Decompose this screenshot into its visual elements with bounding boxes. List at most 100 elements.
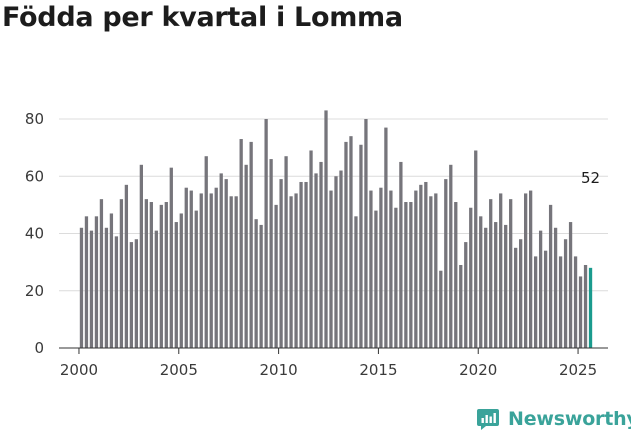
bar bbox=[459, 264, 463, 348]
bar bbox=[583, 264, 588, 348]
bar bbox=[369, 190, 373, 348]
bar bbox=[269, 159, 273, 348]
bar bbox=[474, 150, 478, 348]
bar bbox=[179, 213, 183, 348]
bar bbox=[114, 236, 119, 348]
bar bbox=[409, 202, 413, 348]
bar bbox=[214, 187, 218, 348]
bar bbox=[204, 156, 208, 348]
bar bbox=[134, 239, 139, 348]
bar bbox=[454, 202, 458, 348]
bar bbox=[99, 199, 104, 348]
bar bbox=[419, 184, 423, 348]
bar bbox=[279, 179, 283, 348]
bar bbox=[329, 190, 333, 348]
bar bbox=[284, 156, 288, 348]
bar bbox=[509, 199, 513, 348]
bar bbox=[254, 219, 258, 348]
annotations: 52 bbox=[581, 169, 600, 187]
bar bbox=[144, 199, 148, 348]
bar bbox=[304, 181, 308, 348]
bar bbox=[129, 242, 134, 348]
bar bbox=[528, 190, 533, 348]
bar bbox=[194, 210, 198, 348]
bar bbox=[553, 227, 558, 348]
x-tick-label: 2015 bbox=[359, 361, 397, 379]
bar bbox=[344, 141, 348, 348]
bar bbox=[479, 216, 483, 348]
x-axis-labels: 2000 2005 2010 2015 2020 2025 bbox=[60, 361, 597, 379]
bar bbox=[334, 176, 338, 348]
bar bbox=[494, 222, 498, 348]
bar bbox=[104, 227, 109, 348]
bar bbox=[563, 239, 568, 348]
bar bbox=[389, 190, 393, 348]
bar bbox=[384, 127, 388, 349]
bar bbox=[429, 196, 433, 348]
bar bbox=[444, 179, 448, 348]
bar bbox=[543, 250, 548, 348]
x-axis bbox=[59, 347, 608, 354]
bar bbox=[289, 196, 293, 348]
bar bbox=[119, 199, 124, 348]
bar bbox=[464, 242, 468, 348]
bars bbox=[79, 110, 593, 349]
bar bbox=[489, 199, 493, 348]
bar bbox=[264, 119, 268, 348]
x-tick-label: 2005 bbox=[160, 361, 198, 379]
bar bbox=[354, 216, 358, 348]
bar bbox=[514, 247, 518, 348]
x-tick-label: 2025 bbox=[559, 361, 597, 379]
bar bbox=[124, 184, 129, 348]
bar bbox=[319, 161, 323, 348]
bar bbox=[414, 190, 418, 348]
bar bbox=[379, 187, 383, 348]
bar bbox=[504, 224, 508, 348]
bar bbox=[399, 161, 403, 348]
bar bbox=[519, 239, 523, 348]
bar bbox=[224, 179, 228, 348]
bar bbox=[374, 210, 378, 348]
bar bbox=[434, 193, 438, 348]
bar bbox=[484, 227, 488, 348]
bar bbox=[89, 230, 94, 348]
bar bbox=[199, 193, 203, 348]
bar bbox=[164, 202, 168, 348]
x-tick-label: 2020 bbox=[459, 361, 497, 379]
bar bbox=[324, 110, 328, 348]
newsworthy-logo[interactable]: Newsworthy bbox=[476, 407, 631, 431]
bar bbox=[394, 207, 398, 348]
bar bbox=[573, 256, 578, 348]
bar bbox=[469, 207, 473, 348]
newsworthy-logo-icon bbox=[477, 409, 499, 430]
bar bbox=[209, 193, 213, 348]
bar-chart: 0 20 40 60 80 2000 2005 2010 2015 2020 2025 52 bbox=[25, 110, 608, 379]
bar bbox=[94, 216, 99, 348]
bar bbox=[349, 136, 353, 348]
bar bbox=[249, 141, 253, 348]
bar bbox=[578, 276, 583, 348]
bar bbox=[189, 190, 193, 348]
bar bbox=[339, 170, 343, 348]
bar bbox=[239, 139, 243, 348]
bar bbox=[314, 173, 318, 348]
highlighted-bar bbox=[588, 267, 593, 348]
bar bbox=[154, 230, 158, 348]
bar bbox=[84, 216, 89, 348]
bar bbox=[359, 144, 363, 348]
y-tick-label: 60 bbox=[25, 167, 44, 185]
y-tick-label: 0 bbox=[34, 339, 44, 357]
bar bbox=[159, 204, 163, 348]
bar bbox=[274, 204, 278, 348]
y-tick-label: 20 bbox=[25, 282, 44, 300]
bar bbox=[259, 224, 263, 348]
bar bbox=[533, 256, 538, 348]
x-tick-label: 2010 bbox=[260, 361, 298, 379]
bar bbox=[309, 150, 313, 348]
chart-title: Födda per kvartal i Lomma bbox=[2, 2, 403, 33]
newsworthy-logo-text: Newsworthy bbox=[508, 408, 631, 430]
y-axis-labels: 0 20 40 60 80 bbox=[25, 110, 44, 357]
bar bbox=[174, 222, 178, 348]
bar bbox=[244, 164, 248, 348]
bar bbox=[109, 213, 114, 348]
